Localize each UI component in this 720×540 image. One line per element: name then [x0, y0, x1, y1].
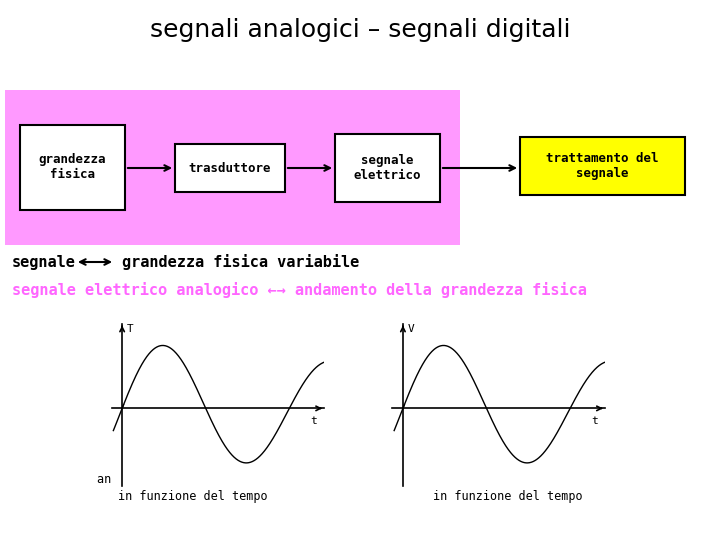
Text: V: V	[408, 323, 414, 334]
Text: t: t	[310, 416, 317, 427]
Text: andamento della tensione
in funzione del tempo: andamento della tensione in funzione del…	[423, 473, 593, 503]
Bar	[335, 134, 440, 202]
Text: andamento della temperatura
in funzione del tempo: andamento della temperatura in funzione …	[96, 473, 289, 503]
Text: segnale
elettrico: segnale elettrico	[354, 154, 421, 182]
Text: trattamento del
segnale: trattamento del segnale	[546, 152, 659, 180]
Text: T: T	[127, 323, 133, 334]
Bar	[5, 90, 460, 245]
Bar	[520, 137, 685, 195]
Text: segnale elettrico analogico ←→ andamento della grandezza fisica: segnale elettrico analogico ←→ andamento…	[12, 282, 587, 298]
Text: t: t	[591, 416, 598, 427]
Text: trasduttore: trasduttore	[189, 161, 271, 174]
Text: grandezza fisica variabile: grandezza fisica variabile	[122, 254, 359, 270]
Bar	[175, 144, 285, 192]
Text: segnale: segnale	[12, 254, 76, 269]
Text: segnali analogici – segnali digitali: segnali analogici – segnali digitali	[150, 18, 570, 42]
Bar	[20, 125, 125, 210]
Text: grandezza
fisica: grandezza fisica	[39, 153, 107, 181]
